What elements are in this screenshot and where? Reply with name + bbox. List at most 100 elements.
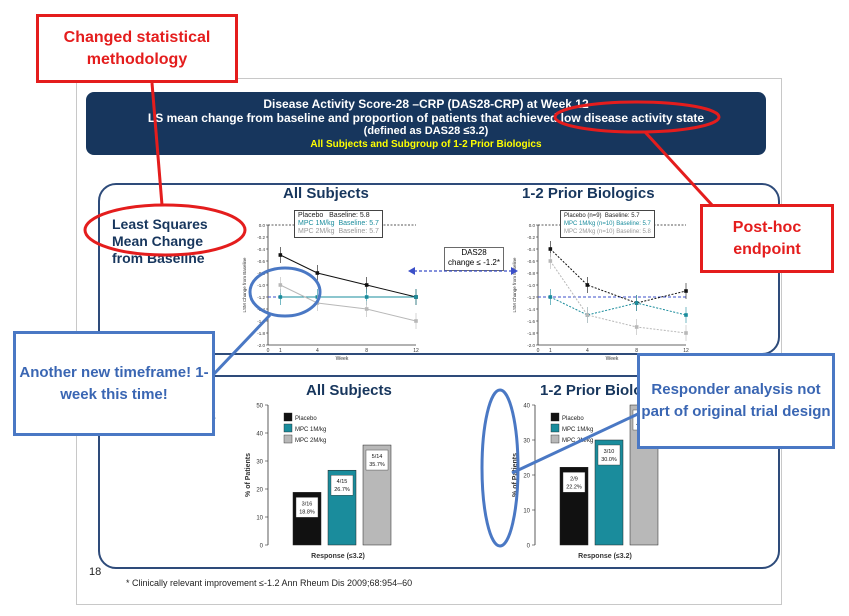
lc1-y-tick-label: 0.0 [259,223,266,228]
lc1-legend: Placebo Baseline: 5.8 MPC 1M/kg Baseline… [294,210,383,238]
bc2-legend-label: Placebo [562,416,584,422]
lc2-baseline-placebo: Baseline: 5.7 [604,213,640,219]
bc2-legend-swatch [550,434,560,444]
connector-responder [511,411,641,475]
bc1-y-tick-label: 30 [256,460,263,466]
bc1-legend-label: MPC 1M/kg [295,427,326,433]
bc1-bar-label-pct: 18.8% [299,509,315,515]
callout-new-timeframe-text: Another new timeframe! 1-week this time! [19,363,209,403]
bc1-bar-label-box [295,497,319,518]
lc2-data-point [585,283,590,287]
callout-post-hoc-text: Post-hoc endpoint [732,218,802,258]
bc2-x-axis-label: Response (≤3.2) [578,553,632,560]
bc2-bar-label-pct: 22.2% [566,484,582,490]
das28-line-1: DAS28 [461,248,487,257]
bc1-bar-label-box [365,449,389,471]
lc2-data-point [548,295,553,299]
lc2-x-tick-label: 0 [537,348,540,354]
line-chart-prior-biologics: 0.0 -0.2 -0.4 -0.6 -0.8 -1.0 -1.2 -1.4 -1.6 -1.8 -… [512,223,689,362]
lc2-legend-placebo: Placebo (n=9) [564,213,602,219]
lc2-y-axis-label: LSM Change from Baseline [512,257,517,313]
connector-methodology [150,82,164,206]
bc1-y-axis-label: % of Patients [245,453,252,497]
bc1-bar-label-n: 3/16 [302,501,313,507]
das28-line-2: change ≤ -1.2* [448,258,500,267]
lc2-x-tick-label: 4 [586,348,589,354]
bc1-legend-swatch [283,434,293,444]
oval-ls-mean [83,203,247,257]
bottom-left-title: All Subjects [306,382,392,399]
lc1-data-point [414,295,418,299]
lc1-data-point [315,271,320,275]
lc1-data-point [278,295,283,299]
lc2-x-tick-label: 12 [683,348,689,354]
bc2-bar-label-box [562,472,586,493]
lc2-y-tick-label: -0.8 [527,271,535,276]
lc1-legend-mpc2: MPC 2M/kg [298,228,335,235]
callout-post-hoc: Post-hoc endpoint [700,204,834,273]
bc1-legend-label: MPC 2M/kg [295,438,326,444]
lc2-y-tick-label: -1.8 [527,331,535,336]
lc1-y-tick-label: -0.6 [257,259,265,264]
lc1-x-tick-label: 4 [316,348,319,354]
lc1-baseline-mpc1: Baseline: 5.7 [338,220,379,227]
lc1-y-tick-label: -0.2 [257,235,265,240]
callout-new-timeframe: Another new timeframe! 1-week this time! [13,331,215,436]
bc1-legend-label: Placebo [295,416,317,422]
connector-post-hoc [643,130,714,207]
lc2-x-tick-label: 8 [635,348,638,354]
bc2-y-tick-label: 30 [523,439,530,445]
lc2-series-line [549,260,687,334]
lc1-data-point [278,283,283,287]
lc1-y-tick-label: -1.2 [257,295,265,300]
bc1-x-axis-label: Response (≤3.2) [311,553,365,560]
lc1-x-tick-label: 1 [279,348,282,354]
lc1-y-tick-label: -1.8 [257,331,265,336]
callout-responder: Responder analysis not part of original … [637,353,835,449]
bc2-legend-swatch [550,412,560,422]
das28-box: DAS28 change ≤ -1.2* [444,247,504,271]
lc2-y-tick-label: -1.0 [527,283,535,288]
das28-arrow [408,267,518,275]
ls-label-1: Least Squares [112,216,208,232]
lc2-data-point [548,259,553,263]
bar-chart-all-subjects: 50 40 30 20 10 0 % of Patients Response (≤3.2) 3… [245,404,392,560]
bc1-legend-swatch [283,423,293,433]
lc2-data-point [634,301,639,305]
callout-changed-methodology-text: Changed statistical methodology [63,28,211,68]
callout-changed-methodology: Changed statistical methodology [36,14,238,83]
bc1-y-tick-label: 20 [256,488,263,494]
lc2-baseline-mpc2: Baseline: 5.8 [616,229,651,235]
bc2-bar-label-box [597,444,621,466]
lc1-data-point [364,307,369,311]
oval-week-1 [248,266,322,318]
lc1-data-point [414,319,418,323]
banner-line-1: Disease Activity Score-28 –CRP (DAS28-CR… [263,97,589,111]
bc1-bar-label-n: 5/14 [372,454,383,460]
lc1-x-tick-label: 12 [413,348,419,354]
lc2-data-point [684,331,688,335]
ls-label-2: Mean Change [112,233,204,249]
lc1-y-tick-label: -1.6 [257,319,265,324]
lc1-x-tick-label: 8 [365,348,368,354]
lc2-y-tick-label: 0.0 [529,223,536,228]
lc2-legend-mpc1: MPC 1M/kg (n=10) [564,221,615,227]
bc1-bar-label-box [330,475,354,496]
lc1-y-tick-label: -2.0 [257,343,265,348]
bc2-legend-swatch [550,423,560,433]
callout-responder-text: Responder analysis not part of original … [641,381,831,420]
lc2-data-point [634,325,639,329]
lc1-baseline-mpc2: Baseline: 5.7 [338,228,379,235]
bc2-y-tick-label: 40 [523,404,530,410]
lc2-legend-mpc2: MPC 2M/kg (n=10) [564,229,615,235]
line-chart-all-subjects: 0.0-0.2-0.4-0.6-0.8-1.0-1.2-1.4-1.6-1.8-… [242,223,419,362]
lc2-data-point [684,313,688,317]
bc2-y-tick-label: 20 [523,474,530,480]
bc2-bar-label-pct: 30.0% [601,457,617,463]
bc1-y-tick-label: 10 [256,516,263,522]
bc2-y-axis-label: % of Patients [512,453,519,497]
lc1-series-line [280,284,417,322]
lc2-data-point [585,313,590,317]
lc1-series-line [280,254,417,298]
